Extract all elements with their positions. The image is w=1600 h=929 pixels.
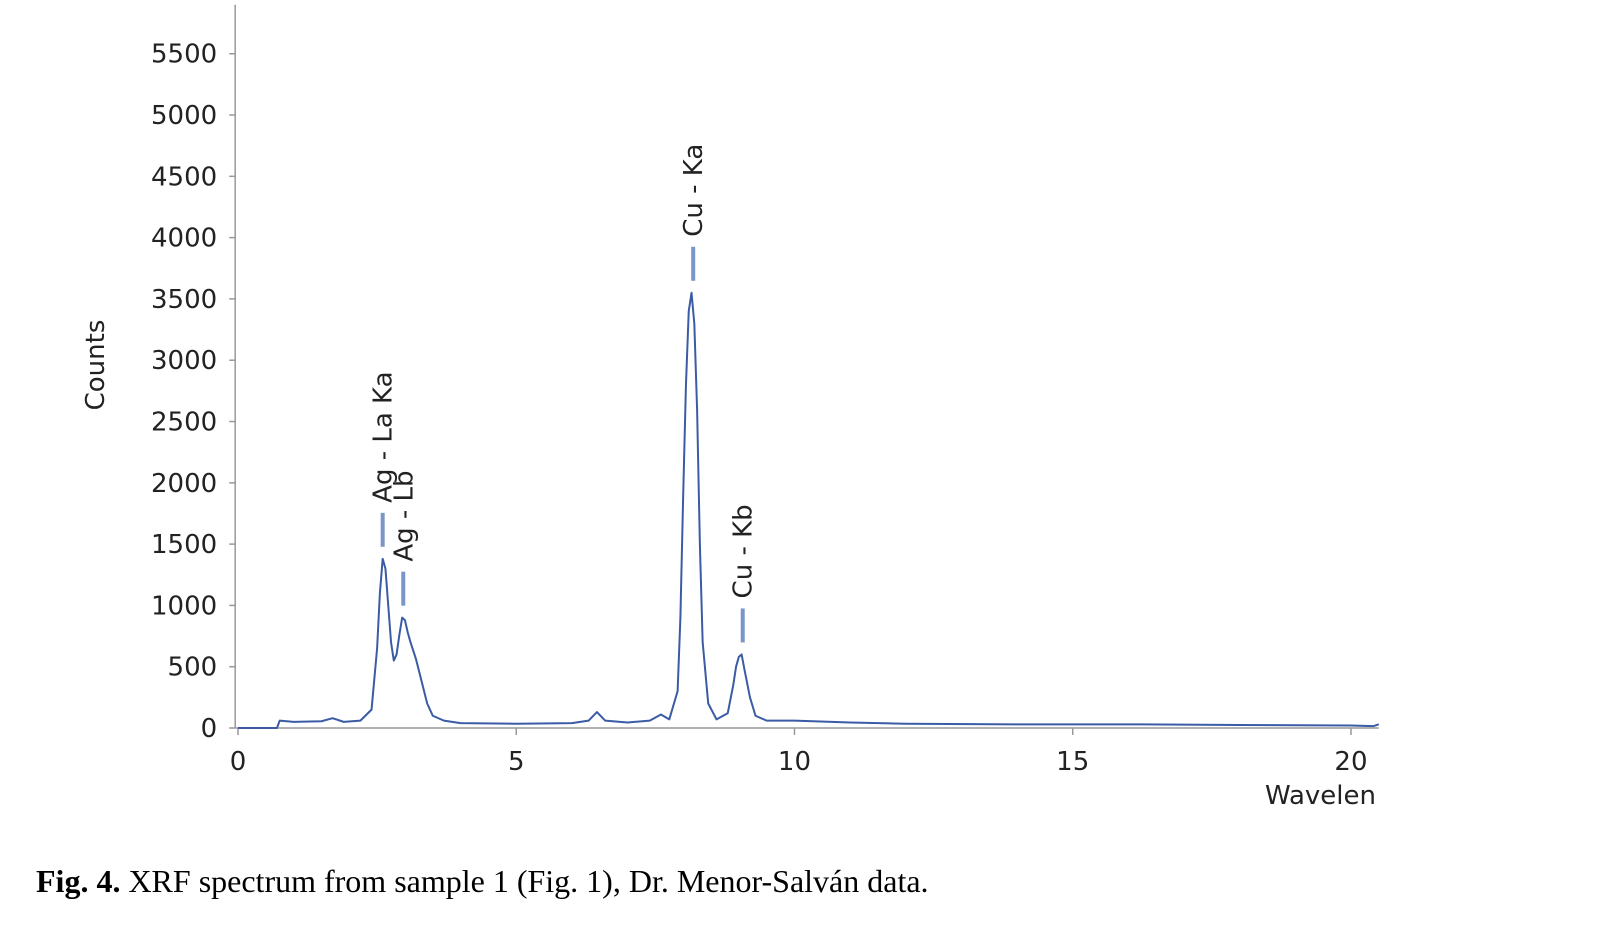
- y-tick-label: 0: [201, 714, 218, 744]
- caption-text: XRF spectrum from sample 1 (Fig. 1), Dr.…: [128, 863, 928, 899]
- y-tick-label: 4000: [151, 224, 217, 254]
- y-axis-label: Counts: [81, 320, 111, 411]
- y-tick-label: 2500: [151, 408, 217, 438]
- x-tick-label: 20: [1334, 747, 1367, 777]
- y-tick-label: 500: [168, 653, 218, 683]
- spectrum-line: [237, 291, 1380, 729]
- y-tick-label: 5000: [151, 101, 217, 131]
- x-tick-label: 0: [230, 747, 247, 777]
- peak-label: Ag - La Ka: [369, 371, 399, 502]
- y-tick-label: 2000: [151, 469, 217, 499]
- y-tick-label: 4500: [151, 162, 217, 192]
- peak-label: Cu - Kb: [729, 504, 759, 598]
- y-tick-label: 1500: [151, 530, 217, 560]
- x-axis-label: Wavelen: [1265, 781, 1376, 811]
- caption-label: Fig. 4.: [36, 863, 120, 899]
- y-tick-label: 3000: [151, 346, 217, 376]
- x-tick-label: 15: [1056, 747, 1089, 777]
- x-tick-label: 10: [778, 747, 811, 777]
- caption: Fig. 4. XRF spectrum from sample 1 (Fig.…: [36, 863, 929, 899]
- peak-label: Cu - Ka: [679, 144, 709, 237]
- x-tick-label: 5: [508, 747, 525, 777]
- y-tick-label: 5500: [151, 40, 217, 70]
- y-tick-label: 3500: [151, 285, 217, 315]
- peak-label: Ag - Lb: [389, 470, 419, 561]
- y-tick-label: 1000: [151, 591, 217, 621]
